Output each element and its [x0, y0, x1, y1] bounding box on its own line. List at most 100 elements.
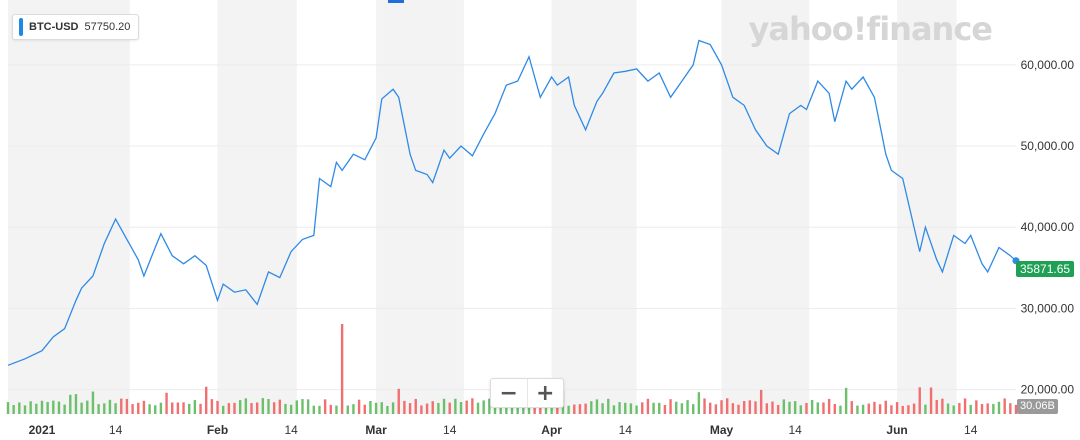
last-price-badge: 35871.65 [1016, 261, 1075, 277]
volume-bar [182, 402, 185, 414]
volume-bar [1009, 403, 1012, 414]
volume-bar [471, 398, 474, 414]
volume-bar [205, 386, 208, 414]
volume-bar [465, 400, 468, 414]
volume-bar [533, 405, 536, 414]
volume-bar [810, 399, 814, 414]
volume-bar [844, 387, 848, 414]
volume-bar [850, 401, 853, 414]
volume-bar [878, 404, 882, 414]
volume-bar [805, 402, 808, 414]
series-symbol: BTC-USD [29, 21, 79, 33]
volume-bar [641, 402, 644, 414]
volume-bar [442, 398, 446, 414]
volume-bar [91, 391, 95, 414]
volume-bar [924, 404, 927, 414]
volume-bar [590, 401, 593, 414]
volume-bar [425, 403, 429, 414]
volume-bar [816, 402, 819, 414]
volume-bar [680, 403, 684, 414]
volume-bar [306, 399, 310, 414]
x-tick-label: 14 [284, 423, 298, 437]
volume-bar [301, 399, 304, 414]
volume-bar [261, 398, 265, 414]
volume-bar [250, 403, 253, 414]
zoom-out-button[interactable]: − [499, 380, 518, 406]
volume-bar [607, 398, 610, 414]
volume-bar [340, 324, 344, 414]
x-tick-label: Apr [541, 423, 562, 437]
x-tick-label: May [710, 423, 734, 437]
volume-bar [46, 402, 49, 414]
volume-bar [233, 402, 236, 414]
volume-bar [408, 403, 412, 414]
volume-bar [782, 399, 786, 414]
volume-bar [238, 400, 242, 414]
volume-bar [380, 402, 383, 414]
volume-bar [369, 401, 372, 414]
volume-bar [57, 401, 61, 414]
volume-bar [997, 401, 1001, 414]
volume-bar [912, 403, 916, 414]
volume-bar [488, 398, 491, 414]
volume-bar [193, 400, 197, 414]
volume-bar [652, 402, 655, 414]
volume-bar [374, 402, 378, 414]
volume-bar [120, 398, 123, 414]
volume-bar [635, 405, 638, 414]
volume-bar [244, 398, 248, 414]
price-line [7, 39, 1017, 366]
volume-bar [414, 398, 417, 414]
volume-bar [210, 399, 214, 414]
volume-bar [29, 401, 32, 414]
volume-bar [227, 403, 231, 414]
volume-bar [980, 404, 984, 414]
volume-bar [391, 402, 395, 414]
volume-bar [771, 401, 774, 414]
volume-bar [1014, 404, 1018, 414]
volume-bar [946, 403, 950, 414]
volume-bar [154, 405, 157, 414]
month-band [217, 0, 297, 414]
volume-bar [267, 399, 270, 414]
volume-bar [69, 394, 72, 414]
month-band [551, 0, 637, 414]
volume-bar [80, 402, 83, 414]
volume-bar [867, 403, 870, 414]
volume-bar [159, 402, 163, 414]
volume-bar [907, 405, 910, 414]
volume-bar [131, 404, 134, 414]
volume-bar [737, 404, 740, 414]
volume-bar [754, 401, 757, 414]
volume-bar [23, 405, 27, 414]
volume-bar [272, 402, 276, 414]
volume-bar [822, 402, 825, 414]
volume-bar [742, 401, 746, 414]
volume-bar [103, 403, 106, 414]
volume-bar [171, 402, 174, 414]
volume-bar [255, 402, 259, 414]
volume-bar [776, 405, 780, 414]
x-tick-label: 14 [619, 423, 633, 437]
volume-bar [1003, 398, 1006, 414]
month-band [897, 0, 957, 414]
volume-bar [833, 404, 836, 414]
volume-bar [352, 404, 355, 414]
volume-bar [482, 400, 485, 414]
volume-bar [318, 405, 321, 414]
volume-bar [873, 401, 876, 414]
month-band [41, 0, 130, 414]
series-legend[interactable]: BTC-USD 57750.20 [12, 14, 140, 40]
volume-bar [114, 403, 117, 414]
volume-bar [476, 402, 480, 414]
volume-bar [793, 401, 797, 414]
volume-bar [663, 404, 667, 414]
volume-bar [329, 404, 332, 414]
volume-bar [142, 400, 146, 414]
month-band [721, 0, 810, 414]
volume-bar [669, 399, 672, 414]
volume-bar [63, 404, 66, 414]
volume-bar [901, 405, 904, 414]
volume-bar [420, 405, 423, 414]
zoom-in-button[interactable]: + [526, 379, 564, 407]
